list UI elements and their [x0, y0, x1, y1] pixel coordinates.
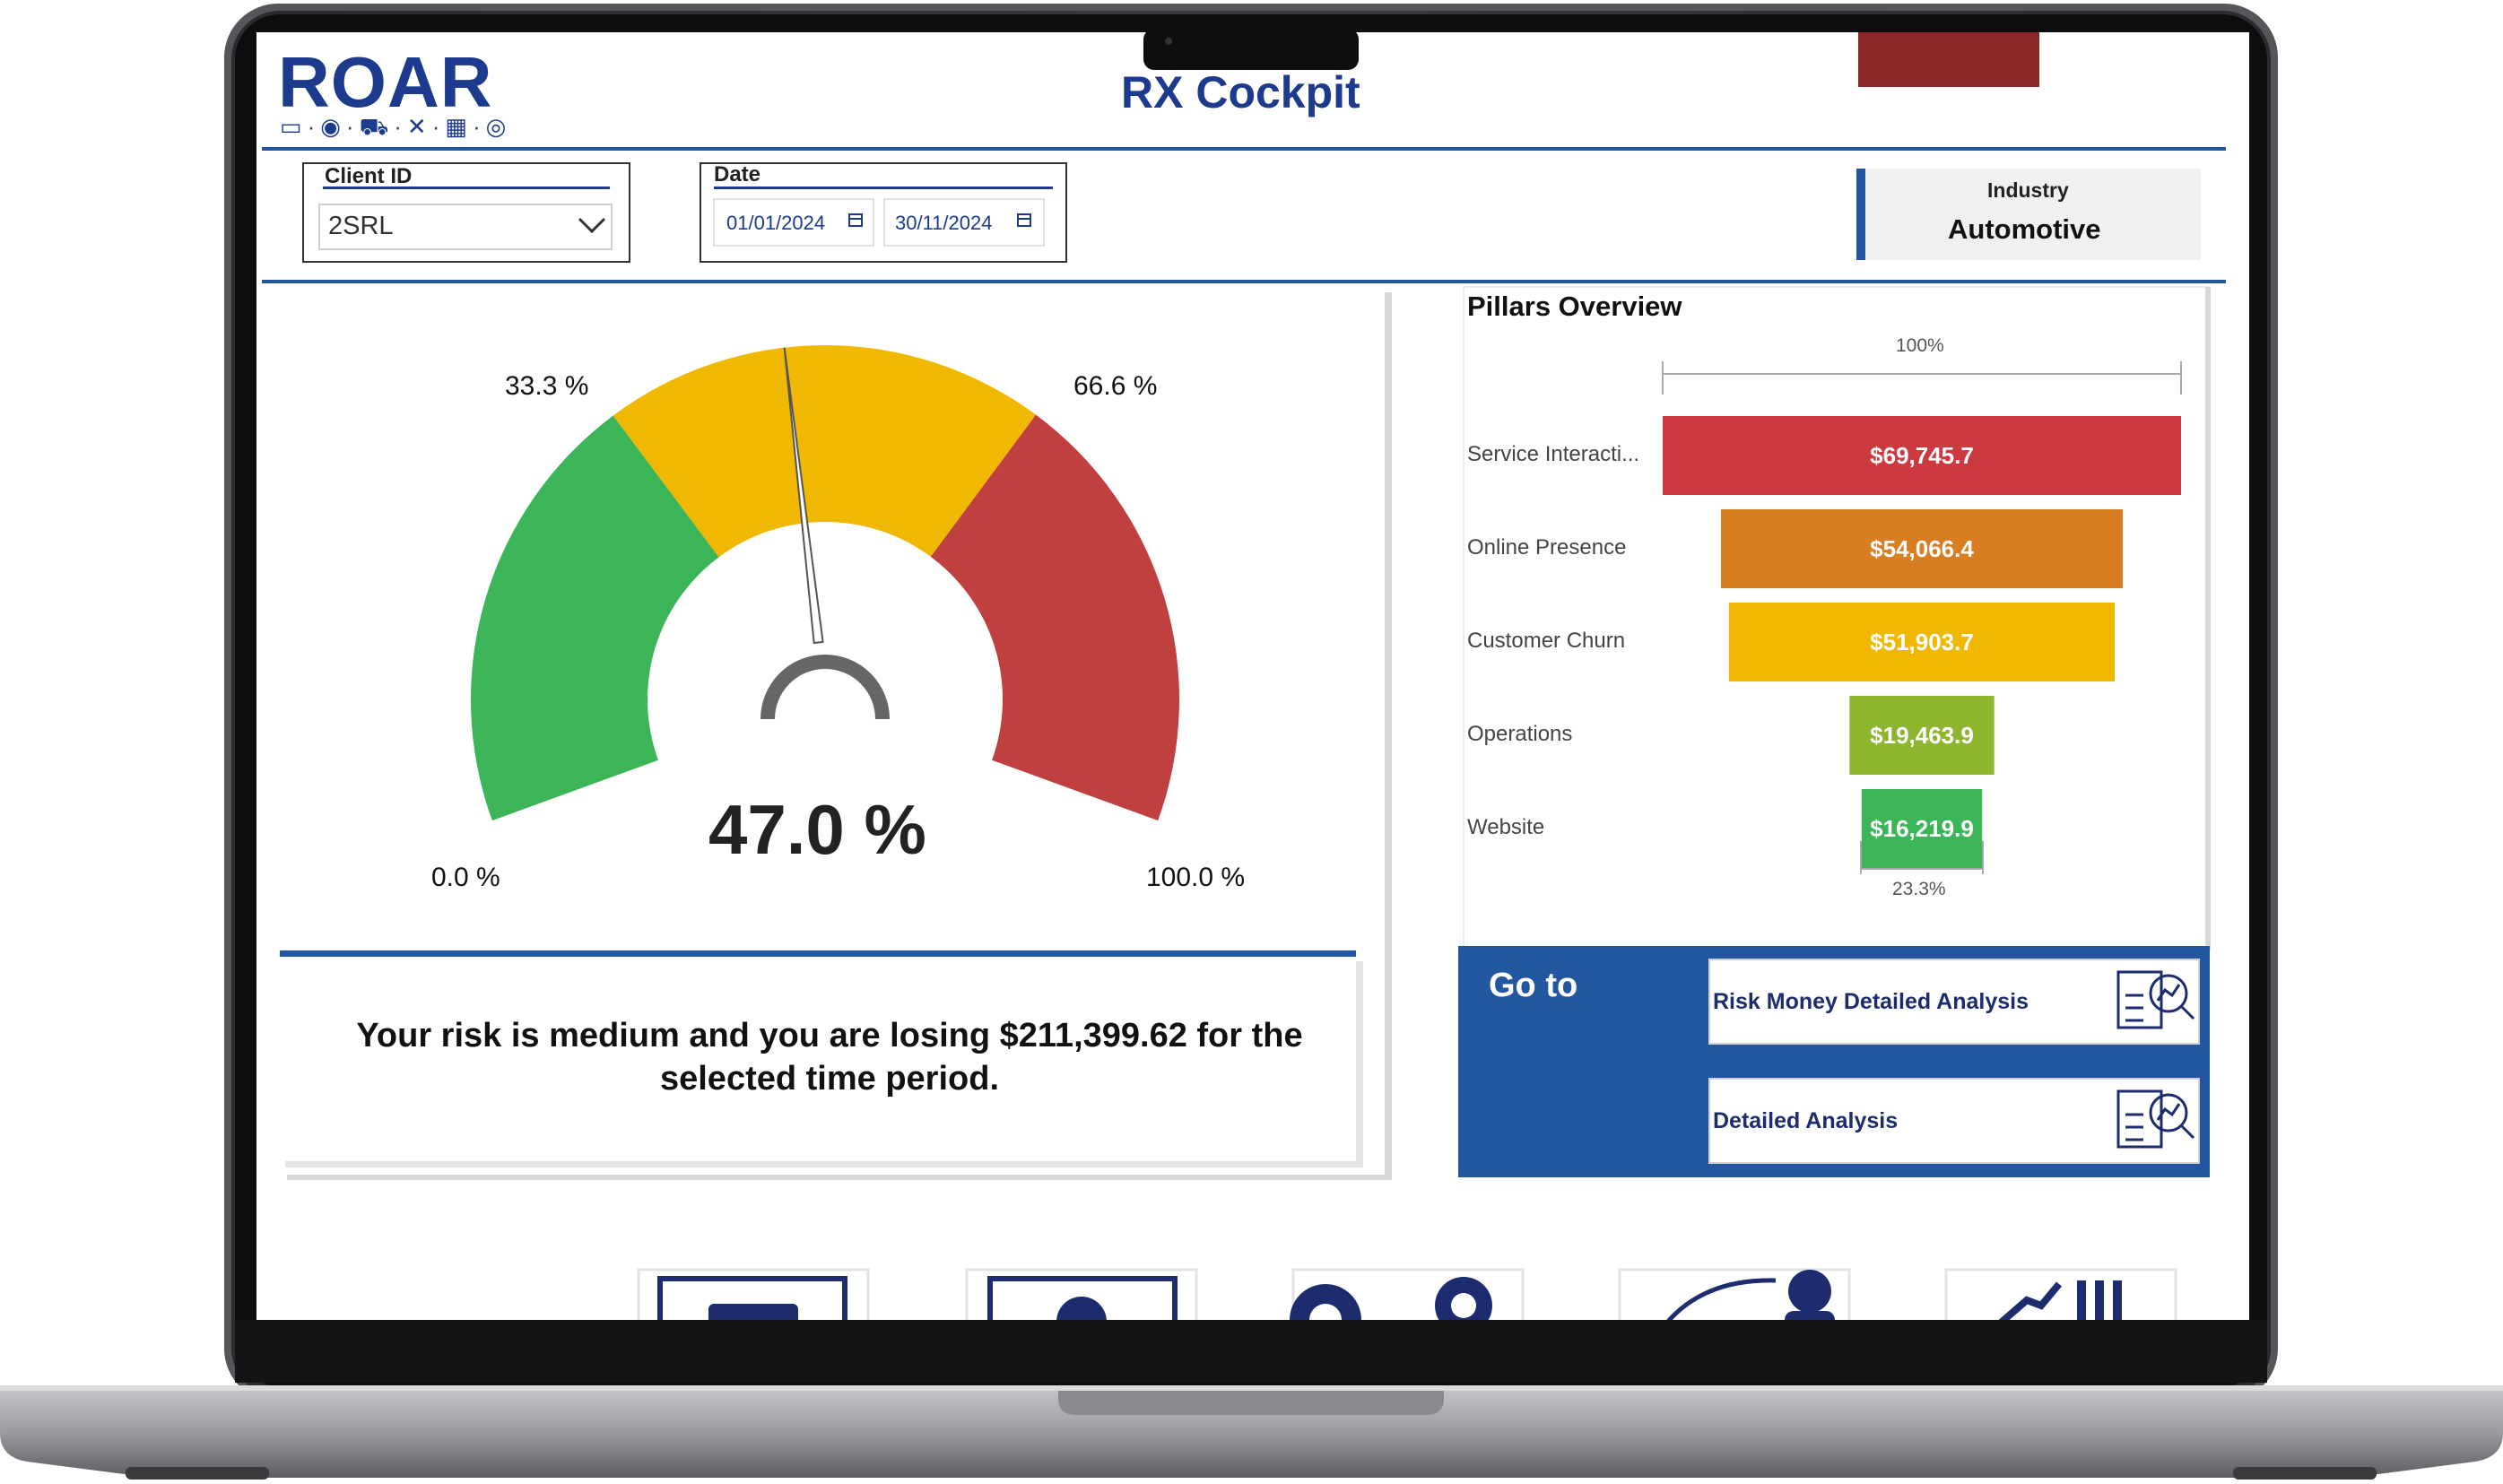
pillar-value-label: $51,903.7	[1870, 629, 1974, 655]
pillar-bar[interactable]	[1849, 696, 1995, 775]
risk-message-card	[280, 957, 1356, 1161]
pillar-category-label: Online Presence	[1467, 535, 1627, 560]
date-start-field	[713, 198, 874, 247]
pillars-top-label: 100%	[1896, 335, 1944, 356]
pillar-category-label: Service Interacti...	[1467, 442, 1640, 466]
camera-notch	[1143, 29, 1359, 70]
filter-divider	[262, 280, 2226, 283]
pillar-bar[interactable]	[1663, 416, 2181, 495]
client-id-dropdown	[318, 204, 613, 250]
pillars-bottom-label: 23.3%	[1892, 879, 1946, 899]
calendar-icon	[848, 213, 1031, 227]
pillar-bar[interactable]	[1720, 509, 2124, 588]
roar-logo: ROAR	[278, 42, 493, 122]
logo-icon-row: ▭·◉·⛟·✕·▦·◎	[280, 113, 512, 140]
gauge-green-segment	[471, 415, 719, 821]
customer-icon	[1664, 1278, 1777, 1325]
industry-card	[1856, 169, 2201, 260]
growth-chart-icon	[1997, 1281, 2063, 1327]
industry-label: Industry	[1987, 178, 2069, 202]
laptop-base	[0, 1385, 2503, 1478]
client-id-select[interactable]: 2SRL	[328, 212, 394, 240]
gauge-yellow-segment	[613, 345, 1037, 558]
risk-message: Your risk is medium and you are losing $…	[356, 1017, 1303, 1098]
gauge-min-label: 0.0 %	[431, 863, 500, 892]
goto-title: Go to	[1489, 967, 1578, 1004]
magnifier-chart-icon	[2116, 1089, 2195, 1149]
date-end-input[interactable]: 30/11/2024	[895, 212, 993, 234]
industry-value: Automotive	[1948, 213, 2101, 245]
date-label: Date	[714, 162, 761, 187]
pillar-category-label: Customer Churn	[1467, 629, 1626, 653]
trackpad-notch	[1058, 1385, 1444, 1415]
gauge-value: 47.0 %	[708, 790, 926, 869]
risk-money-detailed-analysis-button[interactable]: Risk Money Detailed Analysis	[1713, 989, 2029, 1014]
client-id-label: Client ID	[325, 164, 413, 188]
detailed-analysis-button[interactable]: Detailed Analysis	[1713, 1108, 1899, 1133]
magnifier-chart-icon	[2116, 970, 2195, 1029]
gauge-max-label: 100.0 %	[1146, 863, 1246, 892]
gauge-needle	[783, 347, 824, 645]
pillar-category-label: Website	[1467, 815, 1545, 839]
pillar-bar[interactable]	[1861, 789, 1983, 868]
pillar-category-label: Operations	[1467, 722, 1573, 746]
pillars-title: Pillars Overview	[1467, 291, 1682, 322]
chevron-down-icon	[578, 217, 606, 234]
pillar-value-label: $19,463.9	[1870, 722, 1974, 749]
pillar-value-label: $54,066.4	[1870, 535, 1974, 562]
gauge-red-segment	[930, 414, 1179, 821]
pillar-value-label: $69,745.7	[1870, 442, 1974, 469]
gauge-high-threshold-label: 66.6 %	[1073, 371, 1158, 401]
header-accent-block	[1858, 32, 2039, 87]
page-title: RX Cockpit	[1121, 67, 1360, 117]
pillar-value-label: $16,219.9	[1870, 815, 1974, 842]
gauge-low-threshold-label: 33.3 %	[505, 371, 589, 401]
header-divider	[262, 147, 2226, 151]
date-start-input[interactable]: 01/01/2024	[726, 212, 826, 234]
gauge-hub	[760, 655, 890, 720]
pillar-bar[interactable]	[1728, 603, 2116, 681]
